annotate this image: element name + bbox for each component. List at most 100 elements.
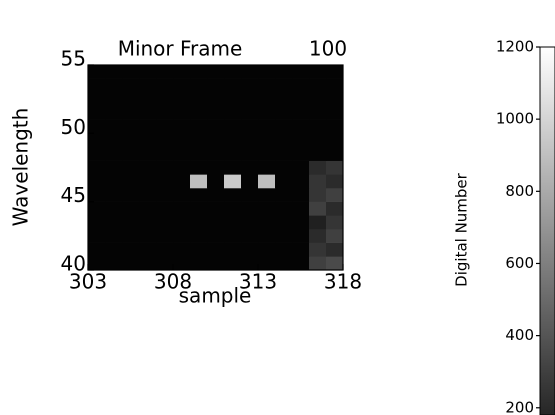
heatmap-cell xyxy=(258,78,276,93)
heatmap-cell xyxy=(275,133,293,148)
heatmap-cell xyxy=(139,133,157,148)
heatmap-cell xyxy=(156,160,174,175)
heatmap-cell xyxy=(258,106,276,120)
heatmap-cell xyxy=(88,119,106,134)
heatmap-cell xyxy=(105,160,123,175)
heatmap-cell xyxy=(207,78,225,93)
heatmap-cell xyxy=(190,65,208,79)
heatmap-cell xyxy=(173,201,191,216)
heatmap-cell xyxy=(88,133,106,148)
heatmap-cell xyxy=(326,229,344,243)
heatmap-cell xyxy=(309,92,327,107)
heatmap-cell xyxy=(156,147,174,161)
heatmap-cell xyxy=(190,201,208,216)
heatmap-cell xyxy=(309,160,327,175)
heatmap-cell xyxy=(122,119,140,134)
heatmap-cell xyxy=(258,229,276,243)
heatmap-cell xyxy=(105,188,123,202)
heatmap-cell xyxy=(326,147,344,161)
colorbar-tick-label: 800 xyxy=(505,182,534,200)
heatmap-cell xyxy=(88,215,106,230)
heatmap-cell xyxy=(292,65,310,79)
heatmap-cell xyxy=(139,160,157,175)
heatmap-cell xyxy=(207,256,225,271)
heatmap-cell xyxy=(156,106,174,120)
heatmap-cell xyxy=(275,215,293,230)
heatmap-cell xyxy=(224,133,242,148)
heatmap-cell xyxy=(326,133,344,148)
heatmap-cell xyxy=(156,119,174,134)
heatmap-cell xyxy=(326,174,344,189)
heatmap-cell xyxy=(275,78,293,93)
heatmap-cell xyxy=(309,229,327,243)
heatmap-cell xyxy=(275,65,293,79)
heatmap-cell xyxy=(207,119,225,134)
heatmap-cell xyxy=(309,242,327,257)
heatmap-cell xyxy=(258,174,276,189)
heatmap-cell xyxy=(292,119,310,134)
heatmap-cell xyxy=(258,160,276,175)
heatmap-cell xyxy=(139,174,157,189)
heatmap-cell xyxy=(156,92,174,107)
heatmap-cell xyxy=(309,215,327,230)
heatmap-cell xyxy=(139,78,157,93)
heatmap-cell xyxy=(122,78,140,93)
colorbar-tick-label: 400 xyxy=(505,326,534,344)
heatmap-cell xyxy=(275,256,293,271)
heatmap-cell xyxy=(207,201,225,216)
heatmap-cell xyxy=(173,119,191,134)
heatmap-cell xyxy=(88,242,106,257)
heatmap-cell xyxy=(241,256,259,271)
heatmap-cell xyxy=(275,188,293,202)
heatmap-cell xyxy=(292,188,310,202)
colorbar xyxy=(539,46,555,415)
y-tick-label: 55 xyxy=(61,47,86,71)
heatmap-cell xyxy=(258,242,276,257)
heatmap-cell xyxy=(258,188,276,202)
heatmap-cell xyxy=(139,65,157,79)
heatmap-cell xyxy=(190,78,208,93)
heatmap-cell xyxy=(309,174,327,189)
heatmap-cell xyxy=(224,174,242,189)
heatmap-cell xyxy=(241,92,259,107)
heatmap-cell xyxy=(139,188,157,202)
colorbar-label: Digital Number xyxy=(453,172,471,287)
colorbar-tick-label: 1000 xyxy=(496,110,534,128)
heatmap-cell xyxy=(224,78,242,93)
heatmap-cell xyxy=(207,133,225,148)
heatmap-cell xyxy=(258,256,276,271)
heatmap-cell xyxy=(207,65,225,79)
heatmap-cell xyxy=(156,133,174,148)
heatmap-cell xyxy=(224,65,242,79)
heatmap-cell xyxy=(156,201,174,216)
heatmap-cell xyxy=(88,92,106,107)
heatmap-cell xyxy=(292,133,310,148)
heatmap-cell xyxy=(275,229,293,243)
heatmap-cell xyxy=(326,256,344,271)
heatmap-cell xyxy=(326,65,344,79)
heatmap-cell xyxy=(309,201,327,216)
colorbar-tick-label: 1200 xyxy=(496,38,534,56)
heatmap-cell xyxy=(88,78,106,93)
heatmap-cell xyxy=(105,133,123,148)
heatmap-cell xyxy=(258,119,276,134)
heatmap-cell xyxy=(258,92,276,107)
heatmap-cell xyxy=(207,147,225,161)
heatmap-cell xyxy=(241,229,259,243)
heatmap-cell xyxy=(224,201,242,216)
heatmap-cell xyxy=(105,78,123,93)
heatmap-cell xyxy=(190,256,208,271)
heatmap-cell xyxy=(224,106,242,120)
heatmap-cell xyxy=(139,92,157,107)
heatmap-cell xyxy=(275,119,293,134)
frame-number: 100 xyxy=(309,37,347,61)
heatmap-cell xyxy=(275,106,293,120)
heatmap-cell xyxy=(122,65,140,79)
heatmap-cell xyxy=(292,242,310,257)
heatmap-cell xyxy=(122,174,140,189)
heatmap-cell xyxy=(241,106,259,120)
heatmap-cell xyxy=(258,147,276,161)
heatmap-cell xyxy=(139,106,157,120)
heatmap-cell xyxy=(139,256,157,271)
heatmap-cell xyxy=(122,201,140,216)
